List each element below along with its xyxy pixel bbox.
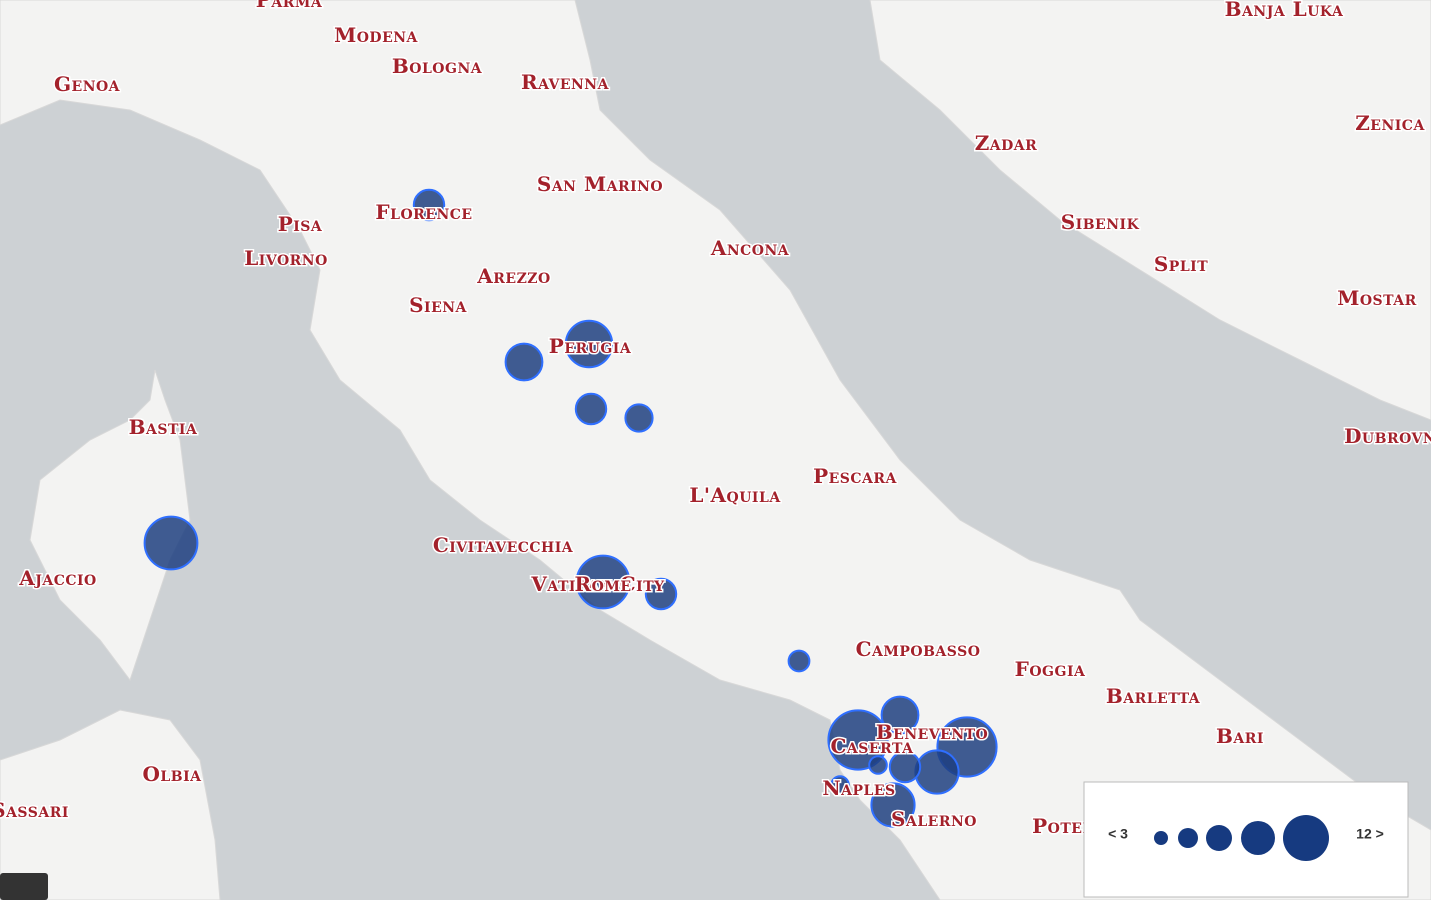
bubble	[564, 319, 614, 369]
map-control[interactable]	[0, 873, 48, 900]
city-label: San Marino	[537, 172, 663, 196]
legend-circle	[1178, 828, 1198, 848]
bubble	[870, 782, 916, 828]
city-label: Civitavecchia	[433, 533, 574, 557]
legend-max: 12 >	[1356, 826, 1384, 842]
city-label: Pisa	[278, 212, 323, 236]
bubble	[880, 695, 920, 735]
city-label: Olbia	[142, 762, 202, 786]
legend-min: < 3	[1108, 826, 1128, 842]
city-label: Livorno	[244, 246, 328, 270]
city-label: Zenica	[1355, 111, 1425, 135]
city-label: L'Aquila	[689, 483, 781, 507]
city-label: Banja Luka	[1225, 0, 1344, 21]
city-label: Foggia	[1015, 657, 1086, 681]
city-label: Arezzo	[476, 264, 550, 288]
bubble	[827, 709, 889, 771]
city-label: Modena	[334, 23, 418, 47]
city-label: Perugia	[549, 334, 632, 358]
city-label: Parma	[256, 0, 323, 12]
bubble	[888, 750, 922, 784]
city-label: Rome	[575, 572, 632, 596]
city-label: Ravenna	[521, 70, 610, 94]
sardinia	[0, 709, 221, 900]
city-label: Bastia	[129, 415, 198, 439]
city-label: Naples	[822, 776, 895, 800]
city-label: Vatican City	[530, 572, 665, 596]
legend-circle	[1154, 831, 1168, 845]
balkans	[869, 0, 1431, 421]
city-label: Ancona	[710, 236, 790, 260]
city-label: Bari	[1216, 724, 1264, 748]
city-label: Split	[1154, 252, 1208, 276]
bubble	[504, 342, 544, 382]
city-label: Salerno	[891, 807, 977, 831]
city-label: Ajaccio	[18, 566, 97, 590]
bubble	[868, 755, 888, 775]
city-label: Dubrovnik	[1344, 424, 1431, 448]
bubble	[574, 392, 608, 426]
city-label: Florence	[375, 200, 472, 224]
city-label: Genoa	[54, 72, 121, 96]
bubble	[914, 749, 960, 795]
city-label: Campobasso	[856, 637, 981, 661]
city-label: Siena	[409, 293, 467, 317]
legend-circle	[1206, 825, 1232, 851]
bubble	[412, 188, 446, 222]
city-label: Sassari	[0, 798, 69, 822]
city-label: Pescara	[813, 464, 897, 488]
legend: < 3 12 >	[1083, 781, 1409, 898]
legend-circle	[1283, 815, 1329, 861]
city-label: Benevento	[876, 720, 989, 744]
legend-circle	[1241, 821, 1275, 855]
bubble	[575, 554, 631, 610]
bubble	[830, 775, 850, 795]
bubble	[624, 403, 654, 433]
bubble	[787, 649, 811, 673]
city-label: Bologna	[392, 54, 483, 78]
corsica	[29, 369, 191, 682]
city-label: Zadar	[975, 131, 1038, 155]
city-label: Barletta	[1106, 684, 1201, 708]
city-label: Sibenik	[1061, 210, 1140, 234]
bubble	[143, 515, 199, 571]
bubble	[644, 577, 678, 611]
city-label: Caserta	[831, 734, 915, 758]
city-label: Mostar	[1337, 286, 1417, 310]
